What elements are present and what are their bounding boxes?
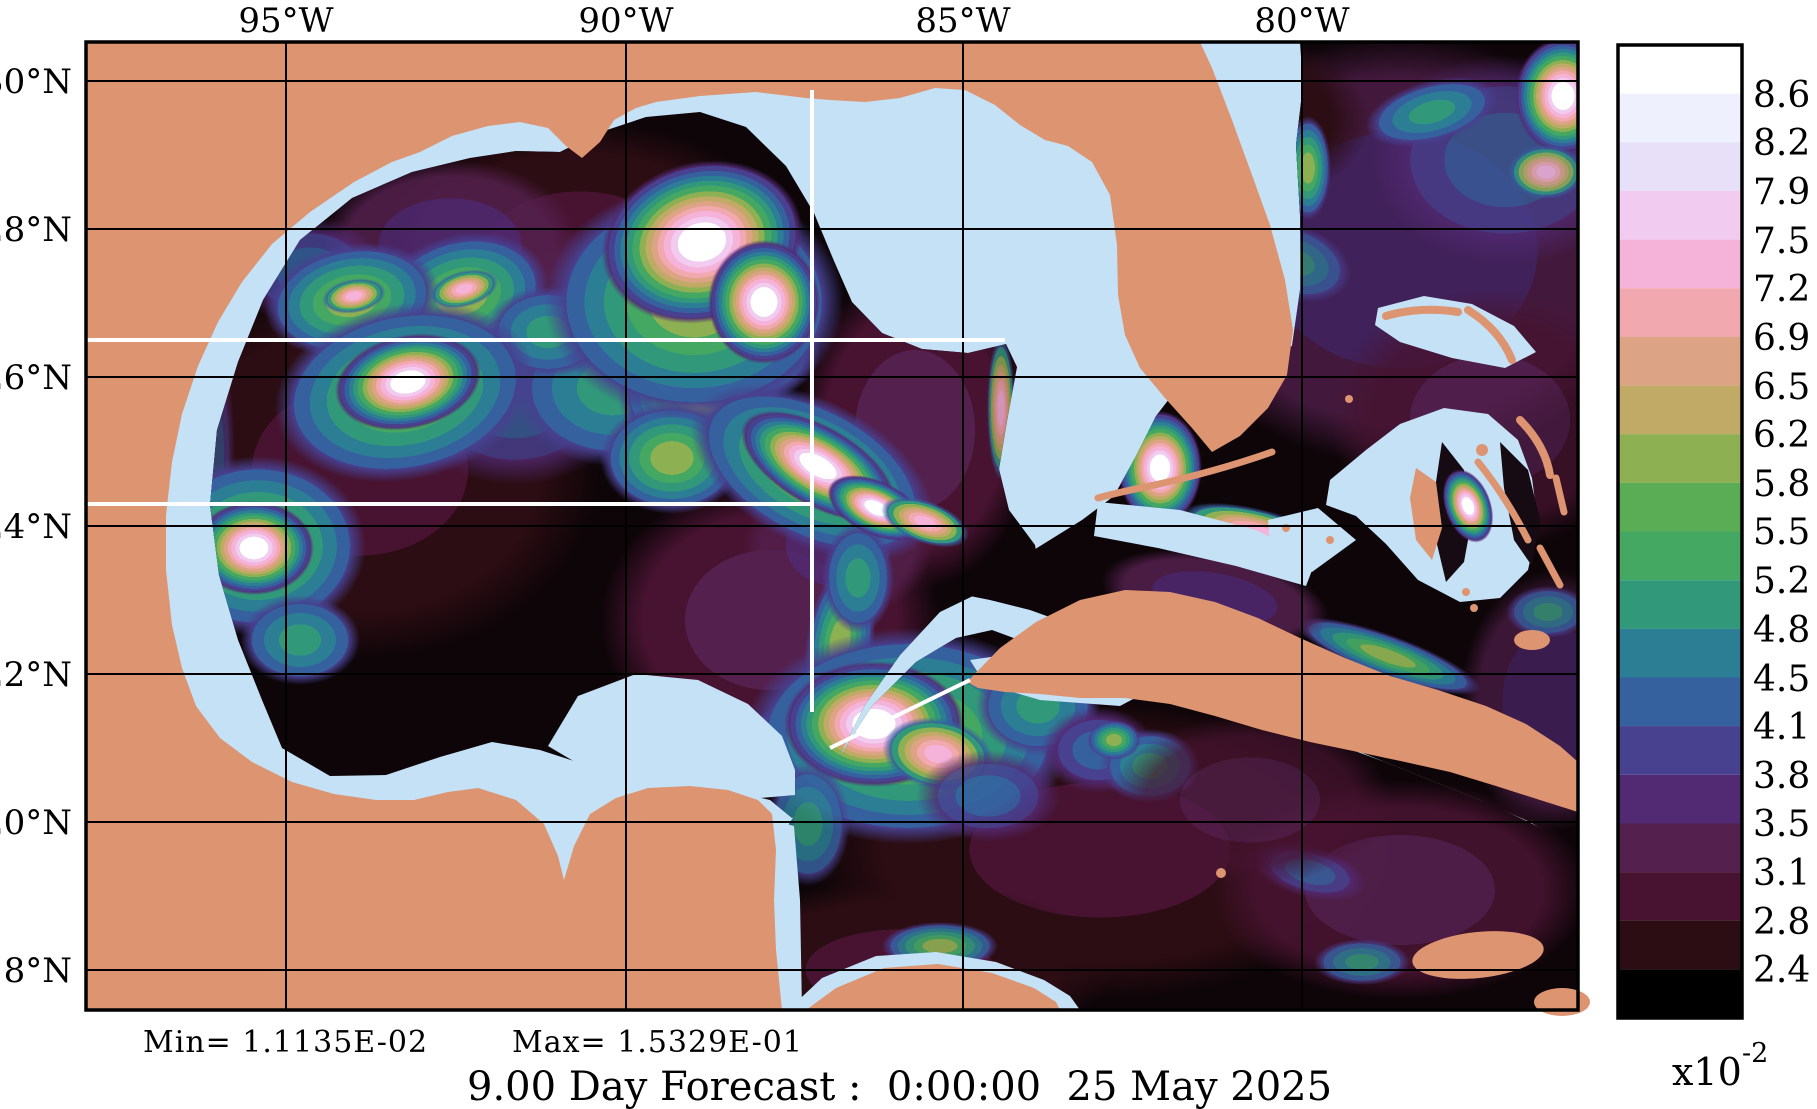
figure-caption: 9.00 Day Forecast : 0:00:00 25 May 2025 — [467, 1064, 1332, 1109]
cuba — [967, 590, 1578, 812]
colorbar-tick: 5.2 — [1753, 561, 1810, 602]
colorbar-segment — [1618, 482, 1742, 532]
exuma-chain — [1474, 458, 1532, 544]
l at-tick-24n: 24°N — [0, 507, 72, 547]
ragged-island-2 — [1470, 604, 1478, 612]
colorbar-tick: 3.8 — [1753, 756, 1810, 797]
colorbar-tick: 4.8 — [1753, 610, 1810, 651]
colorbar-tick: 7.2 — [1753, 269, 1810, 310]
lat-tick-30n: 30°N — [0, 62, 72, 102]
long-island-bahamas — [1536, 544, 1564, 589]
bimini-island — [1345, 395, 1353, 403]
colorbar-tick: 3.5 — [1753, 804, 1810, 845]
graticule-grid — [86, 42, 1578, 1010]
lon-tick-95w: 95°W — [238, 1, 333, 41]
colorbar-tick: 8.6 — [1753, 75, 1810, 116]
lat-tick-20n: 20°N — [0, 803, 72, 843]
colorbar-segment — [1618, 142, 1742, 191]
jamaica — [1412, 931, 1544, 979]
colorbar-segment — [1618, 434, 1742, 483]
belize-shelf — [772, 820, 802, 1010]
section-lines — [87, 90, 1005, 750]
north-america-mainland — [86, 42, 1293, 1010]
florida-straits-shelf-strip — [1094, 502, 1316, 586]
colorbar-tick: 3.1 — [1753, 853, 1810, 894]
land-masses — [86, 42, 1590, 1016]
colorbar-tick: 8.2 — [1753, 123, 1810, 164]
colorbar-tick: 5.5 — [1753, 512, 1810, 553]
cat-island — [1552, 474, 1568, 516]
colorbar-tick-labels: 8.6 8.2 7.9 7.5 7.2 6.9 6.5 6.2 5.8 5.5 … — [1753, 75, 1810, 991]
florida-keys — [1094, 448, 1276, 502]
abaco-island — [1464, 306, 1516, 364]
colorbar-segment — [1618, 336, 1742, 386]
colorbar-segment — [1618, 726, 1742, 775]
colorbar-segment — [1618, 969, 1742, 1018]
colorbar-segment — [1618, 385, 1742, 435]
colorbar-tick: 6.5 — [1753, 367, 1810, 408]
new-providence-island — [1476, 444, 1488, 456]
great-inagua — [1514, 630, 1550, 650]
colorbar-tick: 4.5 — [1753, 659, 1810, 700]
colorbar-exponent: x10 — [1672, 1050, 1742, 1094]
colorbar-segment — [1618, 580, 1742, 629]
colorbar-segment — [1618, 774, 1742, 824]
eddy-field-contours — [210, 42, 1578, 1010]
longitude-axis: 95°W 90°W 85°W 80°W — [238, 1, 1349, 41]
colorbar-segment — [1618, 823, 1742, 873]
colorbar-tick: 2.4 — [1753, 950, 1810, 991]
colorbar-segment — [1618, 191, 1742, 240]
latitude-axis: 30°N 28°N 26°N 24°N 22°N 20°N 18°N — [0, 62, 72, 991]
colorbar-tick: 4.1 — [1753, 707, 1810, 748]
colorbar-tick: 7.5 — [1753, 221, 1810, 262]
grand-cayman — [1216, 868, 1226, 878]
map-frame — [84, 40, 1580, 1012]
colorbar-segment — [1618, 45, 1742, 94]
colorbar-tick: 6.9 — [1753, 318, 1810, 359]
andros-island — [1410, 468, 1442, 560]
lon-tick-90w: 90°W — [578, 1, 673, 41]
colorbar-segment — [1618, 920, 1742, 970]
transect-line-diagonal — [829, 678, 971, 750]
lat-tick-18n: 18°N — [0, 951, 72, 991]
ragged-island — [1462, 588, 1470, 596]
colorbar-segment — [1618, 93, 1742, 143]
colorbar-tick: 7.9 — [1753, 172, 1810, 213]
colorbar-segment — [1618, 628, 1742, 678]
lat-tick-28n: 28°N — [0, 210, 72, 250]
colorbar-segment — [1618, 677, 1742, 727]
cay-sal-island-2 — [1326, 536, 1334, 544]
colorbar-segment — [1618, 872, 1742, 921]
lat-tick-22n: 22°N — [0, 655, 72, 695]
colorbar-frame — [1616, 43, 1744, 1020]
colorbar-tick: 6.2 — [1753, 415, 1810, 456]
bahama-white-eddy — [1442, 469, 1494, 543]
colorbar-tick: 5.8 — [1753, 464, 1810, 505]
colorbar: 8.6 8.2 7.9 7.5 7.2 6.9 6.5 6.2 5.8 5.5 … — [1616, 43, 1810, 1094]
eleuthera-island — [1516, 416, 1554, 479]
lon-tick-80w: 80°W — [1254, 1, 1349, 41]
colorbar-tick: 2.8 — [1753, 902, 1810, 943]
campeche-bank — [548, 674, 795, 798]
max-value-label: Max= 1.5329E-01 — [512, 1025, 803, 1060]
colorbar-segment — [1618, 288, 1742, 337]
lat-tick-26n: 26°N — [0, 358, 72, 398]
lon-tick-85w: 85°W — [915, 1, 1010, 41]
grand-bahama-island — [1382, 305, 1462, 320]
colorbar-segment — [1618, 531, 1742, 581]
colorbar-segment — [1618, 239, 1742, 289]
colorbar-exponent-power: -2 — [1742, 1038, 1768, 1069]
honduras-coast — [806, 964, 1060, 1010]
isle-of-youth — [1041, 669, 1089, 695]
haiti-tip — [1534, 988, 1590, 1016]
min-value-label: Min= 1.1135E-02 — [143, 1025, 428, 1060]
exuma-sound-channel — [1500, 442, 1540, 566]
